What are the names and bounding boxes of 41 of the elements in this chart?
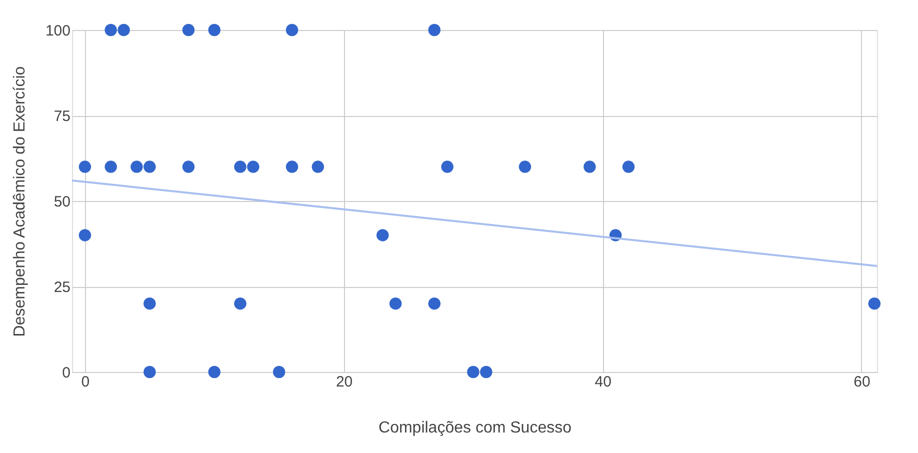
- point: [312, 160, 324, 173]
- point: [286, 160, 298, 173]
- point: [130, 160, 143, 173]
- point: [182, 160, 195, 173]
- x-tick-label: 20: [336, 374, 353, 390]
- point: [428, 297, 441, 310]
- point: [441, 160, 454, 173]
- y-tick-label: 25: [54, 279, 70, 296]
- point: [584, 160, 596, 173]
- point: [78, 229, 92, 242]
- x-tick-label: 40: [594, 374, 612, 390]
- point: [104, 24, 117, 36]
- point: [144, 160, 156, 173]
- point: [467, 366, 480, 378]
- point: [389, 297, 402, 310]
- point: [208, 366, 220, 378]
- y-tick-label: 75: [54, 108, 70, 125]
- point: [182, 24, 195, 36]
- point: [376, 229, 389, 242]
- point: [428, 24, 441, 36]
- y-tick-label: 50: [54, 194, 70, 210]
- point: [286, 24, 298, 36]
- point: [234, 160, 246, 173]
- point: [104, 160, 117, 173]
- point: [118, 24, 130, 36]
- point: [234, 297, 246, 310]
- x-axis-title: Compilações com Sucesso: [378, 420, 572, 436]
- point: [208, 24, 220, 36]
- point: [868, 297, 881, 310]
- point: [144, 366, 156, 378]
- x-tick-label: 0: [81, 374, 90, 390]
- point: [78, 160, 92, 173]
- y-tick-label: 100: [45, 22, 70, 40]
- point: [622, 160, 635, 173]
- point: [518, 160, 532, 173]
- y-axis-title: Desempenho Acadêmico do Exercício: [11, 66, 28, 337]
- point: [247, 160, 260, 173]
- point: [144, 297, 156, 310]
- point: [272, 366, 286, 378]
- point: [480, 366, 492, 378]
- x-tick-label: 60: [854, 374, 870, 390]
